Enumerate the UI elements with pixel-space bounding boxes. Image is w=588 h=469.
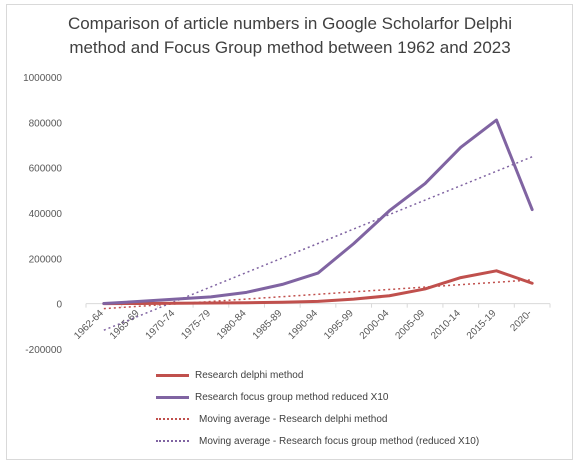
x-tick-label: 1965-69 xyxy=(108,308,142,342)
series-line-delphi xyxy=(102,269,534,306)
legend-label-delphi: Research delphi method xyxy=(195,369,304,381)
y-tick-label: 400000 xyxy=(29,209,63,220)
x-tick-label: 1975-79 xyxy=(179,308,213,342)
x-tick-label: 1995-99 xyxy=(322,308,356,342)
x-tick-label: 1970-74 xyxy=(144,308,178,342)
x-tick-label: 1985-89 xyxy=(251,308,285,342)
y-tick-label: 800000 xyxy=(29,118,63,129)
x-tick-label: 1990-94 xyxy=(286,308,320,342)
x-tick-label: 2010-14 xyxy=(429,308,463,342)
legend: Research delphi method Research focus gr… xyxy=(156,364,479,452)
y-tick-label: 600000 xyxy=(29,164,63,175)
legend-swatch-focus-group xyxy=(156,395,189,399)
legend-swatch-focus-group-trend xyxy=(156,440,189,442)
y-tick-label: 0 xyxy=(56,300,62,311)
chart-title-line-2: method and Focus Group method between 19… xyxy=(69,38,511,57)
chart-title-line-1: Comparison of article numbers in Google … xyxy=(67,14,513,33)
legend-item-delphi: Research delphi method xyxy=(156,364,479,386)
legend-swatch-delphi xyxy=(156,373,189,377)
legend-swatch-delphi-trend xyxy=(156,418,189,420)
chart-frame xyxy=(6,4,573,460)
series-line-focus-group xyxy=(102,118,534,306)
legend-label-delphi-trend: Moving average - Research delphi method xyxy=(199,413,388,425)
y-tick-label: 200000 xyxy=(29,254,63,265)
y-tick-label: 1000000 xyxy=(23,73,62,84)
x-tick-label: 2015-19 xyxy=(465,308,499,342)
y-tick-label: -200000 xyxy=(25,345,62,356)
legend-item-focus-group: Research focus group method reduced X10 xyxy=(156,386,479,408)
legend-label-focus-group-trend: Moving average - Research focus group me… xyxy=(199,435,480,447)
legend-item-focus-group-trend: Moving average - Research focus group me… xyxy=(156,430,479,452)
x-tick-label: 2000-04 xyxy=(358,308,392,342)
x-tick-label: 1962-64 xyxy=(72,308,106,342)
trendline-focus-group xyxy=(103,156,533,331)
legend-label-focus-group: Research focus group method reduced X10 xyxy=(195,391,389,403)
x-tick-label: 1980-84 xyxy=(215,308,249,342)
chart-title: Comparison of article numbers in Google … xyxy=(40,12,540,60)
x-tick-label: 2005-09 xyxy=(393,308,427,342)
legend-item-delphi-trend: Moving average - Research delphi method xyxy=(156,408,479,430)
x-tick-label: 2020- xyxy=(508,308,534,334)
